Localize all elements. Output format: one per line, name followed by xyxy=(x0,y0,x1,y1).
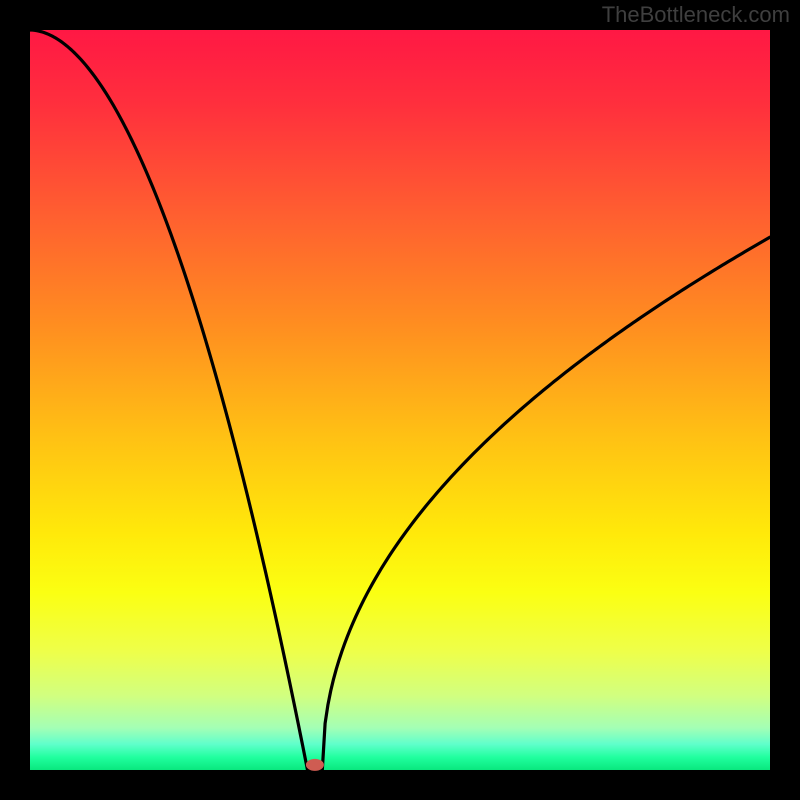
chart-stage: TheBottleneck.com xyxy=(0,0,800,800)
plot-area xyxy=(30,30,770,770)
watermark-text: TheBottleneck.com xyxy=(602,2,790,28)
chart-svg xyxy=(0,0,800,800)
minimum-marker xyxy=(306,759,324,771)
